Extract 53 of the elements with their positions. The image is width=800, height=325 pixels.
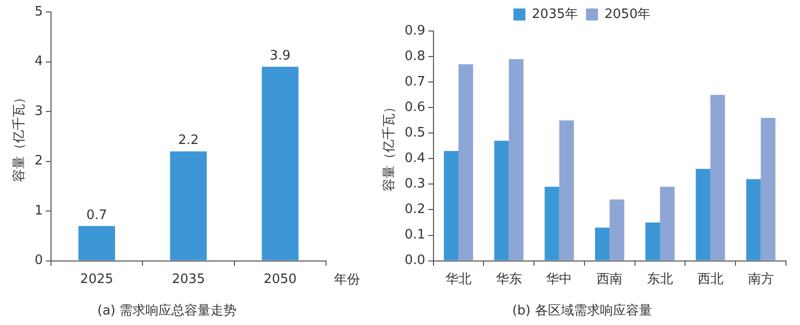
x-tick-label: 华中 bbox=[546, 272, 572, 287]
y-tick-label: 0.3 bbox=[404, 176, 426, 192]
bar bbox=[610, 200, 624, 260]
x-tick-label: 西北 bbox=[697, 272, 724, 287]
bar bbox=[544, 186, 560, 260]
x-tick-label: 2025 bbox=[80, 272, 114, 287]
x-tick-label: 华东 bbox=[496, 272, 522, 287]
y-tick-label: 2 bbox=[34, 154, 43, 169]
x-tick-label: 东北 bbox=[647, 272, 674, 287]
data-label: 2.2 bbox=[178, 133, 199, 148]
legend-label: 2050年 bbox=[604, 6, 651, 22]
y-tick-label: 4 bbox=[34, 54, 43, 70]
bar bbox=[760, 118, 776, 260]
bar bbox=[494, 140, 509, 260]
x-tick-label: 西南 bbox=[596, 272, 623, 287]
y-tick-label: 0.5 bbox=[404, 126, 426, 141]
y-axis-title: 容量（亿千瓦） bbox=[11, 90, 28, 182]
y-tick-label: 0.7 bbox=[404, 74, 426, 90]
y-tick-label: 0.2 bbox=[404, 202, 426, 218]
y-tick-label: 0 bbox=[34, 253, 43, 268]
x-tick-label: 2050 bbox=[264, 272, 297, 287]
x-tick-label: 华北 bbox=[445, 272, 472, 287]
bar bbox=[78, 226, 116, 260]
y-tick-label: 0.4 bbox=[404, 151, 426, 166]
x-axis-title: 年份 bbox=[334, 272, 360, 288]
data-label: 0.7 bbox=[86, 208, 108, 223]
bar bbox=[710, 94, 726, 260]
y-tick-label: 0.0 bbox=[404, 253, 426, 268]
bar bbox=[508, 59, 524, 260]
y-tick-label: 1 bbox=[34, 203, 43, 218]
bar bbox=[559, 120, 574, 260]
text: (a) 需求响应总容量走势 bbox=[97, 302, 237, 319]
bar bbox=[262, 66, 298, 260]
text: (b) 各区域需求响应容量 bbox=[512, 302, 652, 319]
bar bbox=[645, 222, 660, 260]
bar bbox=[595, 228, 610, 260]
bar bbox=[458, 64, 474, 260]
y-axis-title: 容量（亿千瓦） bbox=[381, 100, 398, 192]
bar bbox=[660, 186, 675, 260]
y-tick-label: 0.8 bbox=[404, 48, 426, 64]
data-label: 3.9 bbox=[270, 48, 290, 64]
y-tick-label: 0.9 bbox=[404, 23, 426, 38]
bar bbox=[746, 179, 761, 260]
x-tick-label: 南方 bbox=[748, 270, 774, 287]
x-tick-label: 2035 bbox=[172, 272, 205, 287]
bar bbox=[170, 151, 207, 260]
y-tick-label: 3 bbox=[34, 104, 43, 119]
bar bbox=[696, 168, 710, 260]
bar bbox=[444, 151, 458, 260]
legend-label: 2035年 bbox=[532, 6, 578, 22]
y-tick-label: 0.1 bbox=[404, 228, 426, 243]
y-tick-label: 0.6 bbox=[404, 100, 426, 115]
y-tick-label: 5 bbox=[34, 4, 43, 20]
